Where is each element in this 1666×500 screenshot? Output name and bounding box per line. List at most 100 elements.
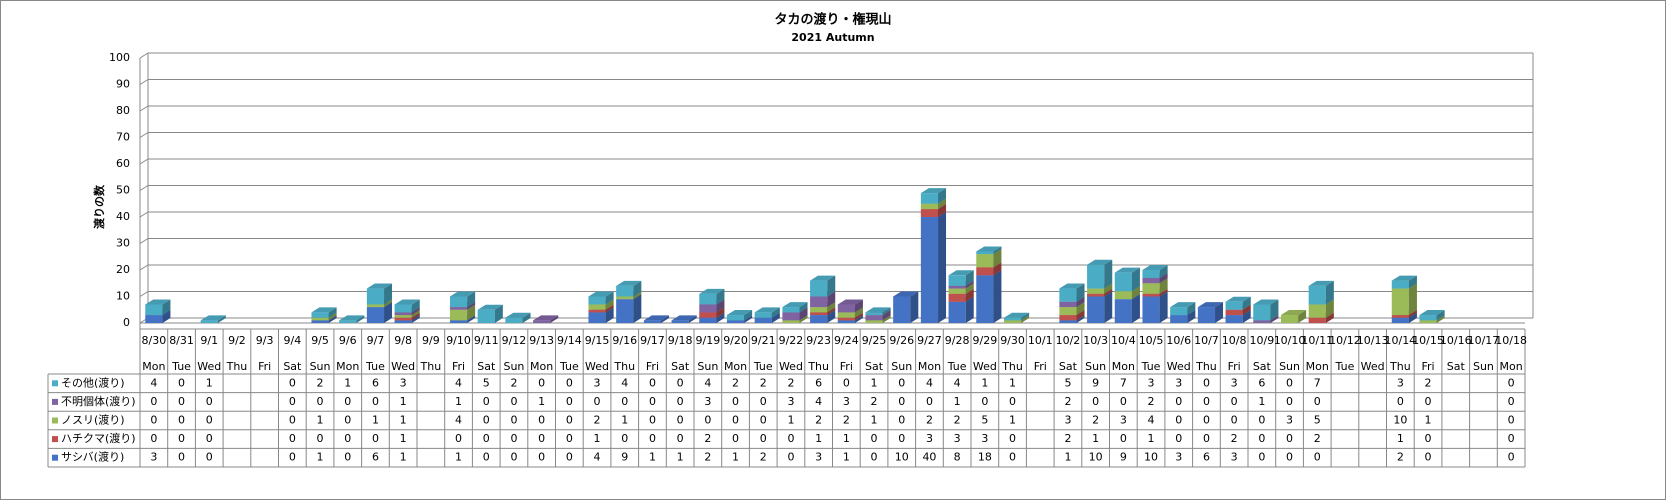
weekday-label: Fri (646, 360, 659, 373)
weekday-label: Sat (1253, 360, 1272, 373)
weekday-label: Thu (420, 360, 442, 373)
bar-segment (1308, 280, 1334, 305)
bar-segment (1419, 310, 1445, 321)
table-value: 1 (1397, 432, 1404, 445)
bar-side (1242, 310, 1251, 323)
table-value: 1 (1148, 432, 1155, 445)
table-value: 0 (760, 395, 767, 408)
bar-top (533, 315, 559, 321)
weekday-label: Fri (452, 360, 465, 373)
weekday-label: Fri (258, 360, 271, 373)
bar-front (920, 217, 939, 323)
weekday-label: Thu (1195, 360, 1217, 373)
table-value: 1 (594, 432, 601, 445)
bar-front (394, 304, 412, 313)
bar-front (810, 307, 828, 313)
bar-front (837, 320, 855, 323)
table-value: 6 (1203, 451, 1210, 464)
table-value: 2 (815, 414, 822, 427)
grid-line (139, 132, 149, 138)
bar-front (505, 317, 523, 323)
weekday-label: Tue (1335, 360, 1355, 373)
bar-side (411, 307, 420, 316)
x-tick-label: 9/3 (256, 334, 274, 347)
bar-front (1308, 304, 1326, 318)
bar-segment (948, 270, 974, 286)
weekday-label: Sun (697, 360, 718, 373)
table-value: 0 (1175, 432, 1182, 445)
bar-top (311, 307, 337, 313)
weekday-label: Sat (477, 360, 496, 373)
table-value: 0 (1258, 414, 1265, 427)
bar-side (1021, 315, 1030, 323)
bar-side (993, 249, 1002, 268)
table-value: 1 (954, 395, 961, 408)
table-value: 2 (1148, 395, 1155, 408)
table-value: 3 (594, 376, 601, 389)
bar-side (938, 198, 947, 210)
bar-front (449, 320, 468, 323)
bar-front (920, 203, 939, 210)
bar-front (1003, 320, 1022, 323)
table-value: 3 (815, 451, 822, 464)
bar-top (1170, 302, 1196, 308)
bar-side (799, 307, 808, 321)
legend-key (52, 380, 58, 387)
bar-side (771, 307, 780, 318)
bar-front (726, 315, 745, 321)
bar-front (145, 304, 163, 316)
bar-side (965, 288, 974, 302)
chart-subtitle: 2021 Autumn (791, 31, 874, 44)
x-tick-label: 9/24 (834, 334, 859, 347)
table-value: 0 (1286, 432, 1293, 445)
weekday-label: Thu (807, 360, 829, 373)
bar-front (1142, 270, 1160, 278)
table-value: 3 (1148, 376, 1155, 389)
weekday-label: Wed (1361, 360, 1385, 373)
bar-front (810, 296, 828, 308)
x-tick-label: 9/1 (200, 334, 218, 347)
table-value: 2 (954, 414, 961, 427)
table-value: 0 (372, 395, 379, 408)
bar-segment (1142, 265, 1168, 278)
x-tick-label: 9/8 (394, 334, 412, 347)
x-tick-label: 9/17 (640, 334, 665, 347)
bar-side (1408, 275, 1417, 289)
bar-segment (976, 270, 1002, 323)
weekday-label: Sun (310, 360, 331, 373)
table-value: 0 (1092, 395, 1099, 408)
bar-side (882, 310, 891, 321)
bar-front (948, 275, 966, 286)
x-tick-label: 10/18 (1495, 334, 1527, 347)
bar-side (1270, 299, 1279, 321)
table-value: 2 (510, 376, 517, 389)
bar-side (605, 291, 614, 305)
table-value: 5 (483, 376, 490, 389)
bar-side (716, 307, 725, 318)
bar-top (671, 315, 697, 321)
bar-side (1436, 315, 1445, 323)
bar-segment (533, 315, 559, 323)
bar-side (411, 312, 420, 321)
bar-segment (311, 307, 337, 318)
table-value: 2 (1397, 451, 1404, 464)
bar-top (1114, 267, 1140, 273)
bar-top (394, 299, 420, 305)
bar-segment (920, 188, 947, 204)
bar-segment (1253, 299, 1279, 321)
weekday-label: Sun (1473, 360, 1494, 373)
bar-side (965, 270, 974, 286)
table-value: 0 (1286, 451, 1293, 464)
bar-side (799, 315, 808, 323)
bar-side (384, 283, 393, 305)
bar-front (1087, 296, 1105, 323)
bar-side (965, 296, 974, 323)
bar-side (716, 312, 725, 323)
grid-line (139, 185, 149, 191)
weekday-label: Sat (1059, 360, 1078, 373)
table-value: 0 (538, 414, 545, 427)
bar-top (145, 299, 171, 305)
bar-side (1436, 310, 1445, 321)
bar-front (145, 315, 163, 323)
weekday-label: Wed (197, 360, 221, 373)
